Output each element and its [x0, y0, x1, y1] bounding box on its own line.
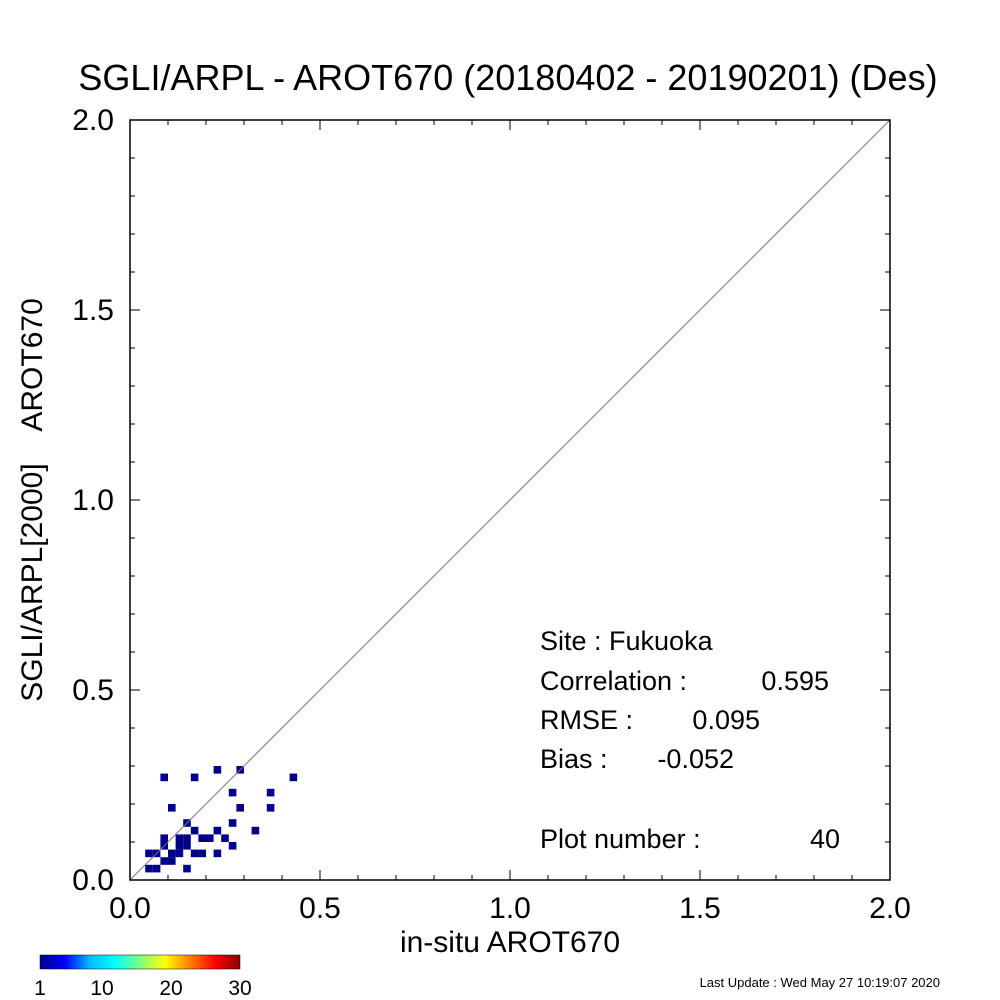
- density-cell: [175, 849, 184, 858]
- colorbar-tick-label: 20: [159, 977, 182, 1000]
- density-cell: [206, 834, 214, 842]
- x-tick-labels: 0.0 0.5 1.0 1.5 2.0: [109, 892, 911, 925]
- density-cell: [190, 826, 199, 835]
- density-cell: [198, 834, 206, 842]
- plot-number-label: Plot number :: [540, 824, 701, 854]
- chart-title: SGLI/ARPL - AROT670 (20180402 - 20190201…: [78, 57, 937, 98]
- plot-number-value: 40: [810, 824, 840, 854]
- density-cell: [145, 849, 153, 858]
- density-cell: [266, 804, 275, 812]
- density-cell: [251, 826, 260, 835]
- y-axis-label: SGLI/ARPL[2000] AROT670: [16, 298, 49, 702]
- density-cell: [289, 773, 298, 782]
- density-cell: [221, 834, 229, 842]
- density-cell: [228, 842, 237, 850]
- one-to-one-line: [129, 119, 891, 881]
- x-axis-label: in-situ AROT670: [400, 926, 620, 959]
- x-tick-label: 1.0: [489, 892, 531, 925]
- density-cell: [198, 849, 206, 858]
- rmse-label: RMSE :: [540, 705, 633, 735]
- density-cell: [160, 834, 168, 842]
- density-cell: [228, 819, 237, 827]
- density-cell: [160, 857, 168, 865]
- density-cell: [213, 849, 222, 858]
- density-cell: [168, 857, 176, 865]
- colorbar-tick-label: 1: [34, 977, 46, 1000]
- bias-value: -0.052: [657, 744, 734, 774]
- x-tick-label: 0.0: [109, 892, 151, 925]
- density-cell: [266, 788, 275, 797]
- colorbar-labels: 1 10 20 30: [34, 977, 252, 1000]
- correlation-label: Correlation :: [540, 666, 687, 696]
- density-cell: [213, 826, 222, 835]
- y-tick-label: 2.0: [72, 104, 114, 137]
- density-cell: [160, 773, 168, 782]
- y-tick-label: 0.5: [72, 674, 114, 707]
- site-label: Site : Fukuoka: [540, 626, 714, 656]
- density-cell: [168, 804, 176, 812]
- x-tick-label: 1.5: [679, 892, 721, 925]
- last-update-text: Last Update : Wed May 27 10:19:07 2020: [699, 975, 940, 990]
- stats-annotation: Site : Fukuoka Correlation : 0.595 RMSE …: [540, 626, 840, 854]
- density-cells: [145, 766, 298, 873]
- x-tick-label: 2.0: [869, 892, 911, 925]
- x-tick-label: 0.5: [299, 892, 341, 925]
- rmse-value: 0.095: [692, 705, 760, 735]
- correlation-value: 0.595: [761, 666, 829, 696]
- density-cell: [183, 842, 191, 850]
- density-cell: [168, 849, 176, 858]
- colorbar-tick-label: 10: [90, 977, 113, 1000]
- density-cell: [228, 788, 237, 797]
- y-tick-label: 1.0: [72, 484, 114, 517]
- density-cell: [175, 842, 184, 850]
- density-cell: [236, 804, 244, 812]
- colorbar-tick-label: 30: [228, 977, 251, 1000]
- density-cell: [175, 834, 184, 842]
- density-cell: [190, 773, 199, 782]
- y-tick-label: 0.0: [72, 864, 114, 897]
- density-cell: [190, 849, 199, 858]
- density-cell: [183, 834, 191, 842]
- y-tick-labels: 0.0 0.5 1.0 1.5 2.0: [72, 104, 114, 897]
- density-cell: [183, 864, 191, 873]
- density-cell: [152, 864, 161, 873]
- density-cell: [145, 864, 153, 873]
- axis-ticks: [129, 119, 891, 881]
- density-cell: [213, 766, 222, 774]
- colorbar: [39, 954, 241, 970]
- bias-label: Bias :: [540, 744, 608, 774]
- y-tick-label: 1.5: [72, 294, 114, 327]
